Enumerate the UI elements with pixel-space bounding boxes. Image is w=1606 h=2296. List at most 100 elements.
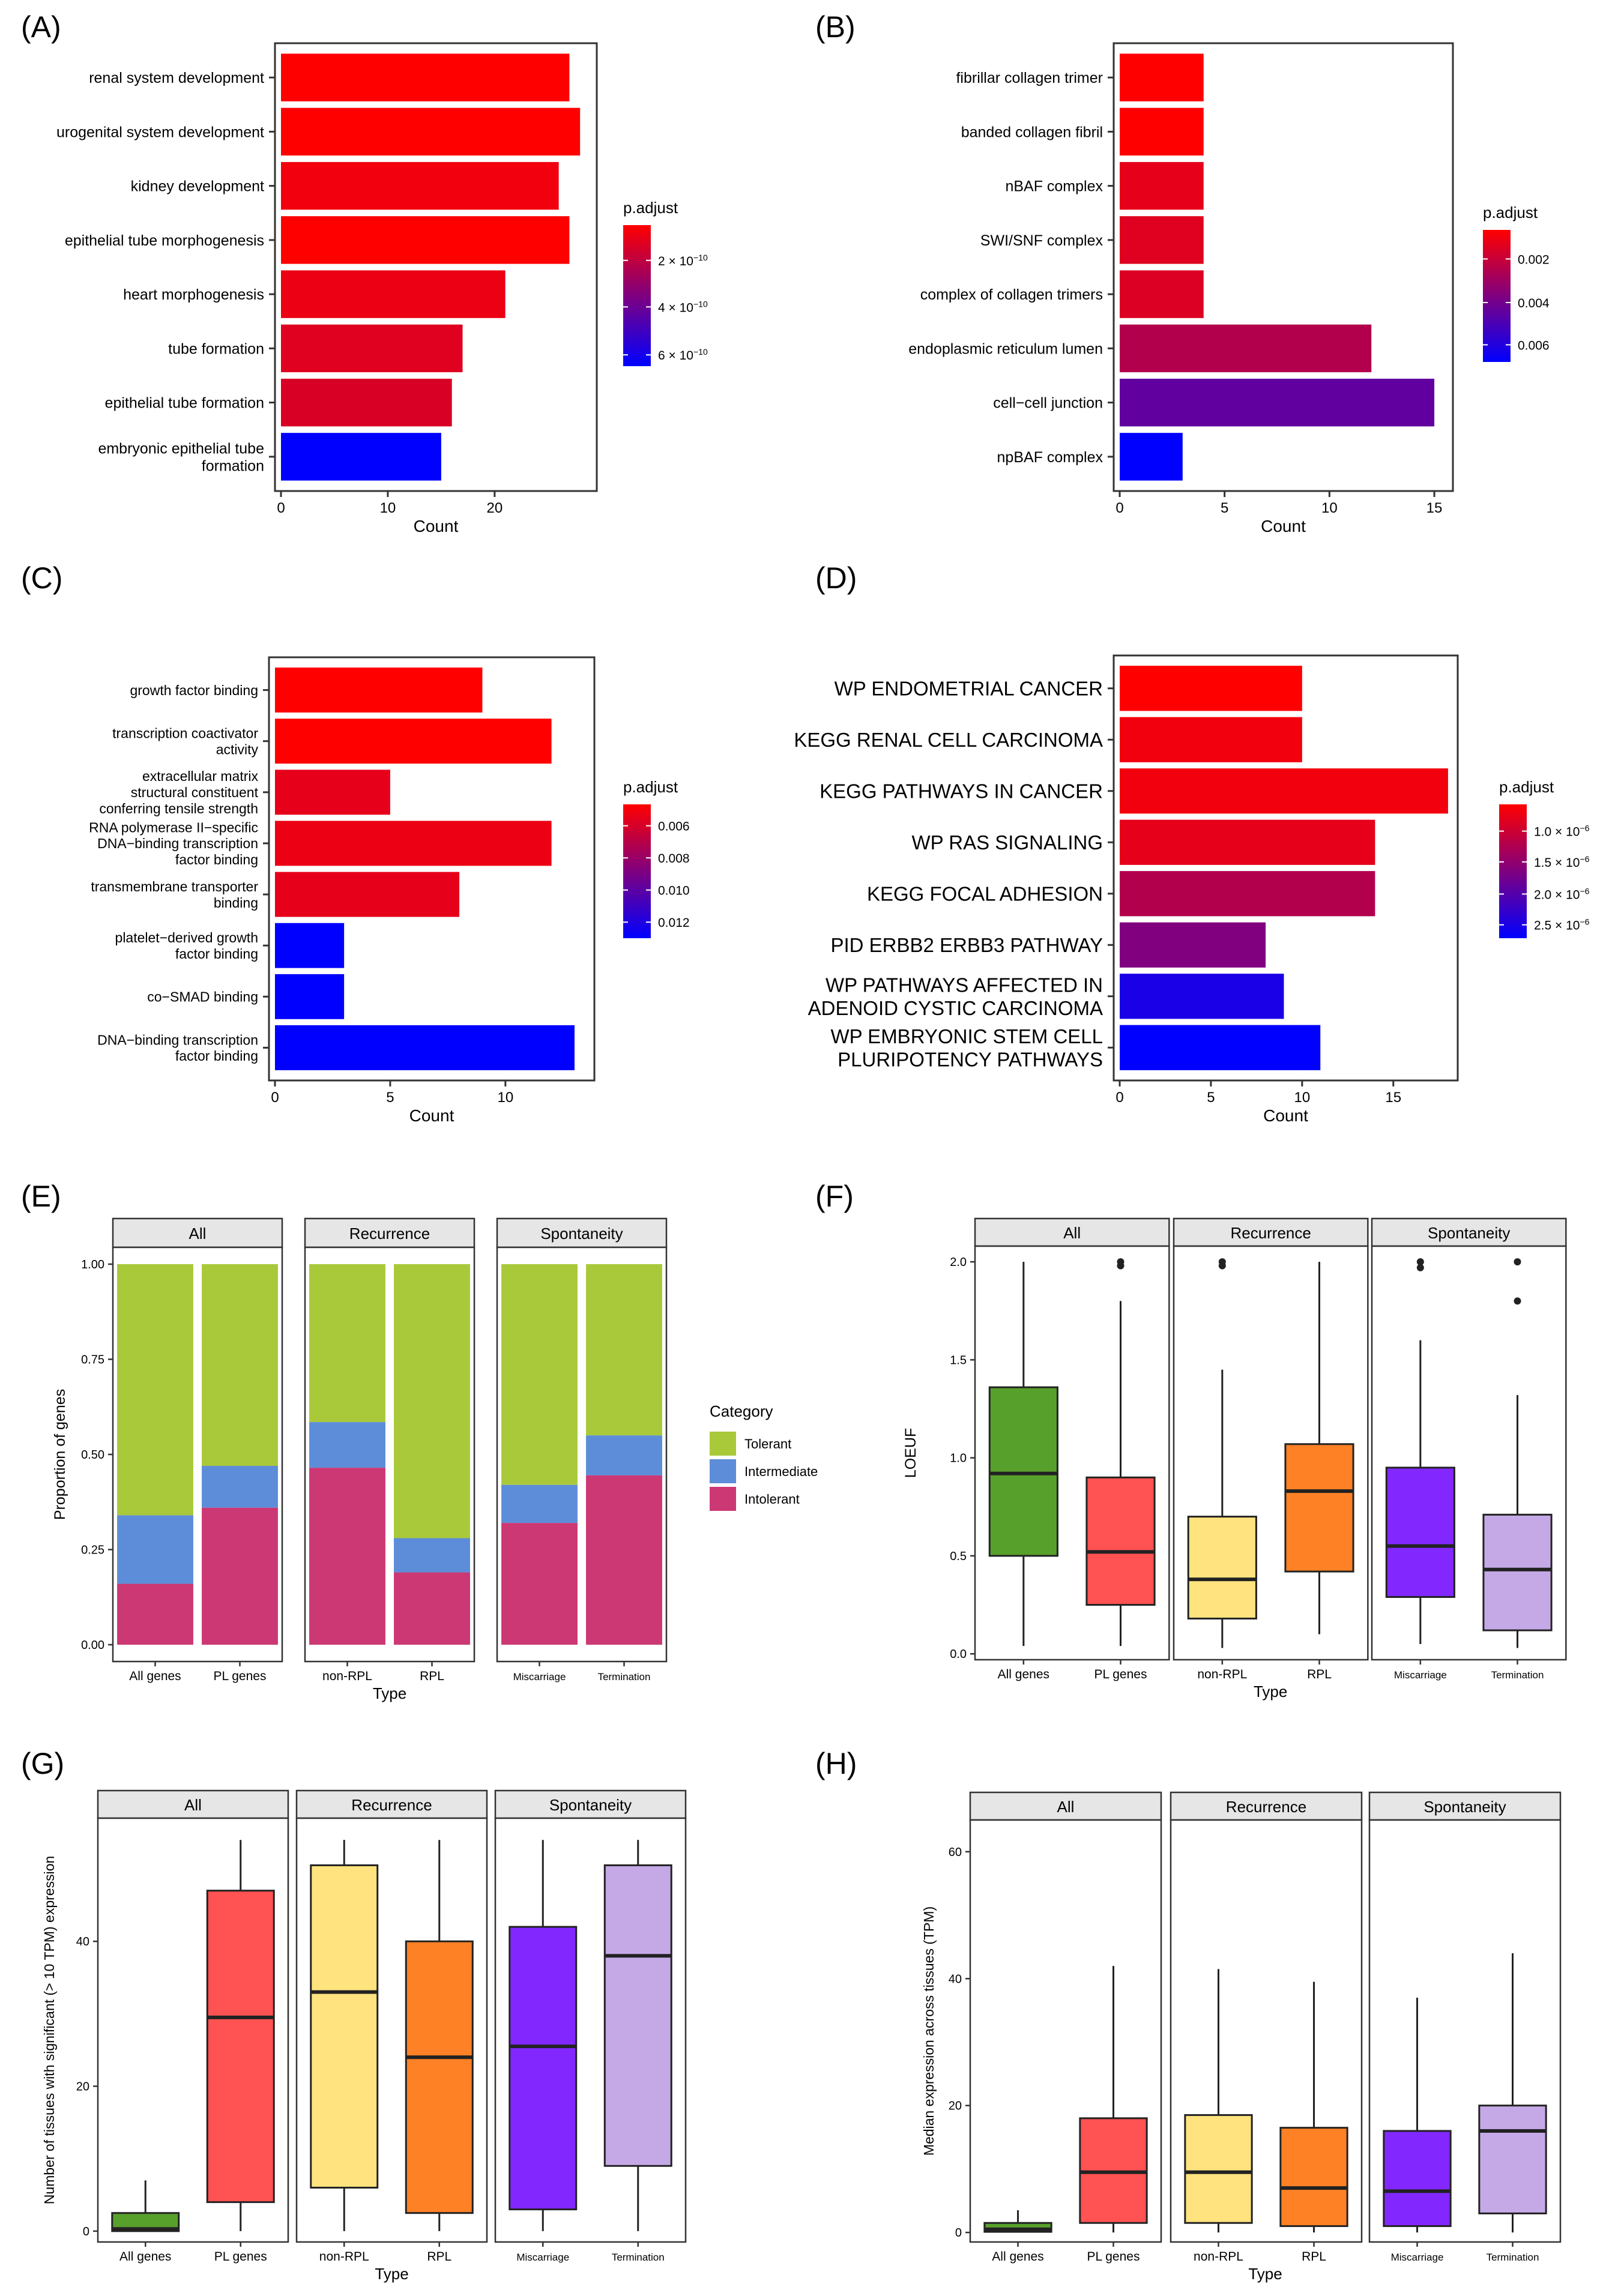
category-label: growth factor binding bbox=[130, 682, 258, 698]
bar bbox=[1120, 1025, 1321, 1070]
bar-intermediate bbox=[394, 1538, 470, 1573]
y-tick-label: 0.5 bbox=[950, 1550, 967, 1563]
x-tick-label: RPL bbox=[1307, 1668, 1332, 1681]
legend-swatch bbox=[710, 1459, 736, 1483]
facet-strip bbox=[1371, 1217, 1567, 1247]
panel-label: (D) bbox=[815, 561, 857, 595]
y-tick-label: 0.75 bbox=[81, 1354, 104, 1367]
category-label: heart morphogenesis bbox=[123, 286, 264, 303]
x-tick-label: 10 bbox=[1294, 1089, 1310, 1106]
category-label: tube formation bbox=[168, 340, 264, 357]
category-label: kidney development bbox=[131, 178, 264, 195]
legend-title: p.adjust bbox=[1499, 778, 1554, 796]
facet-spontaneity: Spontaneity Miscarriage Termination bbox=[1368, 1791, 1562, 2263]
x-axis-label: Count bbox=[409, 1106, 454, 1125]
box bbox=[1385, 1466, 1455, 1598]
outlier-point bbox=[1218, 1258, 1226, 1266]
panel-label: (A) bbox=[21, 10, 61, 44]
box bbox=[310, 1864, 379, 2189]
y-axis-label: Number of tissues with significant (> 10… bbox=[41, 1856, 57, 2205]
box bbox=[509, 1926, 578, 2211]
box bbox=[1284, 1443, 1354, 1573]
facet-all: All All genes PL genes bbox=[969, 1791, 1162, 2264]
category-label: PID ERBB2 ERBB3 PATHWAY bbox=[830, 934, 1103, 956]
facet-strip-label: Spontaneity bbox=[549, 1796, 632, 1814]
outlier-point bbox=[1514, 1297, 1521, 1305]
colorbar bbox=[623, 225, 651, 366]
x-tick-label: RPL bbox=[1302, 2250, 1326, 2264]
plot-frame bbox=[268, 656, 596, 1082]
bar bbox=[1120, 819, 1375, 865]
legend-label-exponent: −6 bbox=[1580, 824, 1589, 833]
y-tick-label: 0 bbox=[83, 2225, 89, 2238]
facet-strip-label: All bbox=[184, 1796, 202, 1814]
category-label: endoplasmic reticulum lumen bbox=[908, 340, 1103, 357]
outlier-point bbox=[1514, 1258, 1521, 1266]
bar bbox=[1120, 107, 1204, 156]
outlier-point bbox=[1117, 1258, 1125, 1266]
legend-label-exponent: −6 bbox=[1580, 917, 1589, 927]
x-tick-label: 5 bbox=[1221, 500, 1228, 516]
x-tick-label: 5 bbox=[1207, 1089, 1215, 1106]
legend-label: 0.006 bbox=[1518, 339, 1550, 352]
bar-intermediate bbox=[309, 1422, 385, 1468]
legend-label: 0.010 bbox=[658, 884, 690, 898]
bar bbox=[1120, 161, 1204, 210]
x-tick-label: 5 bbox=[386, 1089, 394, 1106]
legend-label: Intolerant bbox=[744, 1492, 800, 1507]
bar bbox=[281, 433, 441, 481]
bar bbox=[1120, 270, 1204, 318]
facet-strip-label: Spontaneity bbox=[540, 1225, 623, 1243]
x-tick-label: RPL bbox=[420, 1669, 444, 1683]
y-tick-label: 60 bbox=[949, 1846, 962, 1859]
bar bbox=[1120, 974, 1284, 1019]
box bbox=[603, 1864, 672, 2167]
y-tick-label: 0.0 bbox=[950, 1648, 967, 1661]
category-label: formation bbox=[202, 458, 264, 475]
legend-label: 1.0 × 10−6 bbox=[1534, 824, 1590, 839]
panel-h: (H) All All genes PL genes Recurrence non-RPL… bbox=[815, 1747, 1562, 2283]
bar bbox=[1120, 216, 1204, 264]
facet-strip bbox=[304, 1217, 475, 1249]
x-tick-label: Termination bbox=[1487, 2252, 1539, 2263]
legend-label: 1.5 × 10−6 bbox=[1534, 854, 1590, 870]
facet-strip-label: All bbox=[1057, 1798, 1075, 1816]
x-tick-label: PL genes bbox=[1094, 1668, 1147, 1681]
x-tick-label: non-RPL bbox=[1194, 2250, 1243, 2264]
category-label: WP EMBRYONIC STEM CELL bbox=[830, 1025, 1103, 1047]
category-label: epithelial tube formation bbox=[105, 395, 264, 412]
category-label: KEGG PATHWAYS IN CANCER bbox=[820, 780, 1103, 803]
bar-intermediate bbox=[202, 1466, 278, 1508]
category-label: factor binding bbox=[175, 852, 258, 867]
legend-title: p.adjust bbox=[623, 778, 678, 796]
y-tick-label: 40 bbox=[76, 1935, 89, 1948]
bar bbox=[1120, 922, 1266, 968]
bar-intermediate bbox=[586, 1435, 662, 1475]
facet-recurrence: Recurrence non-RPL RPL bbox=[304, 1217, 475, 1683]
x-tick-label: RPL bbox=[427, 2250, 451, 2264]
bar bbox=[281, 107, 581, 156]
facet-strip-label: All bbox=[189, 1225, 207, 1243]
y-tick-label: 40 bbox=[949, 1972, 962, 1986]
category-legend: Category Tolerant Intermediate Intolerant bbox=[710, 1402, 818, 1511]
x-axis-label: Type bbox=[1248, 2265, 1282, 2283]
x-tick-label: non-RPL bbox=[322, 1669, 372, 1683]
facet-strip-label: Recurrence bbox=[351, 1796, 432, 1814]
category-label: KEGG FOCAL ADHESION bbox=[867, 883, 1103, 905]
legend-label-exponent: −10 bbox=[693, 253, 708, 262]
panel-g: (G) All All genes PL genes Recurrence non-RPL… bbox=[21, 1747, 687, 2283]
box bbox=[405, 1940, 474, 2214]
x-tick-label: Miscarriage bbox=[516, 2252, 569, 2263]
category-label: urogenital system development bbox=[56, 124, 264, 140]
y-tick-label: 1.00 bbox=[81, 1258, 104, 1271]
y-tick-label: 0.25 bbox=[81, 1544, 104, 1557]
category-label: RNA polymerase II−specific bbox=[89, 819, 258, 835]
category-label: platelet−derived growth bbox=[115, 930, 258, 945]
legend-label: 0.004 bbox=[1518, 297, 1550, 310]
x-axis-label: Count bbox=[414, 517, 459, 535]
colorbar bbox=[1499, 804, 1527, 938]
legend-label-exponent: −6 bbox=[1580, 854, 1589, 864]
bar bbox=[275, 923, 345, 968]
facet-recurrence: Recurrence non-RPL RPL bbox=[295, 1789, 488, 2264]
category-label: transcription coactivator bbox=[112, 726, 258, 741]
